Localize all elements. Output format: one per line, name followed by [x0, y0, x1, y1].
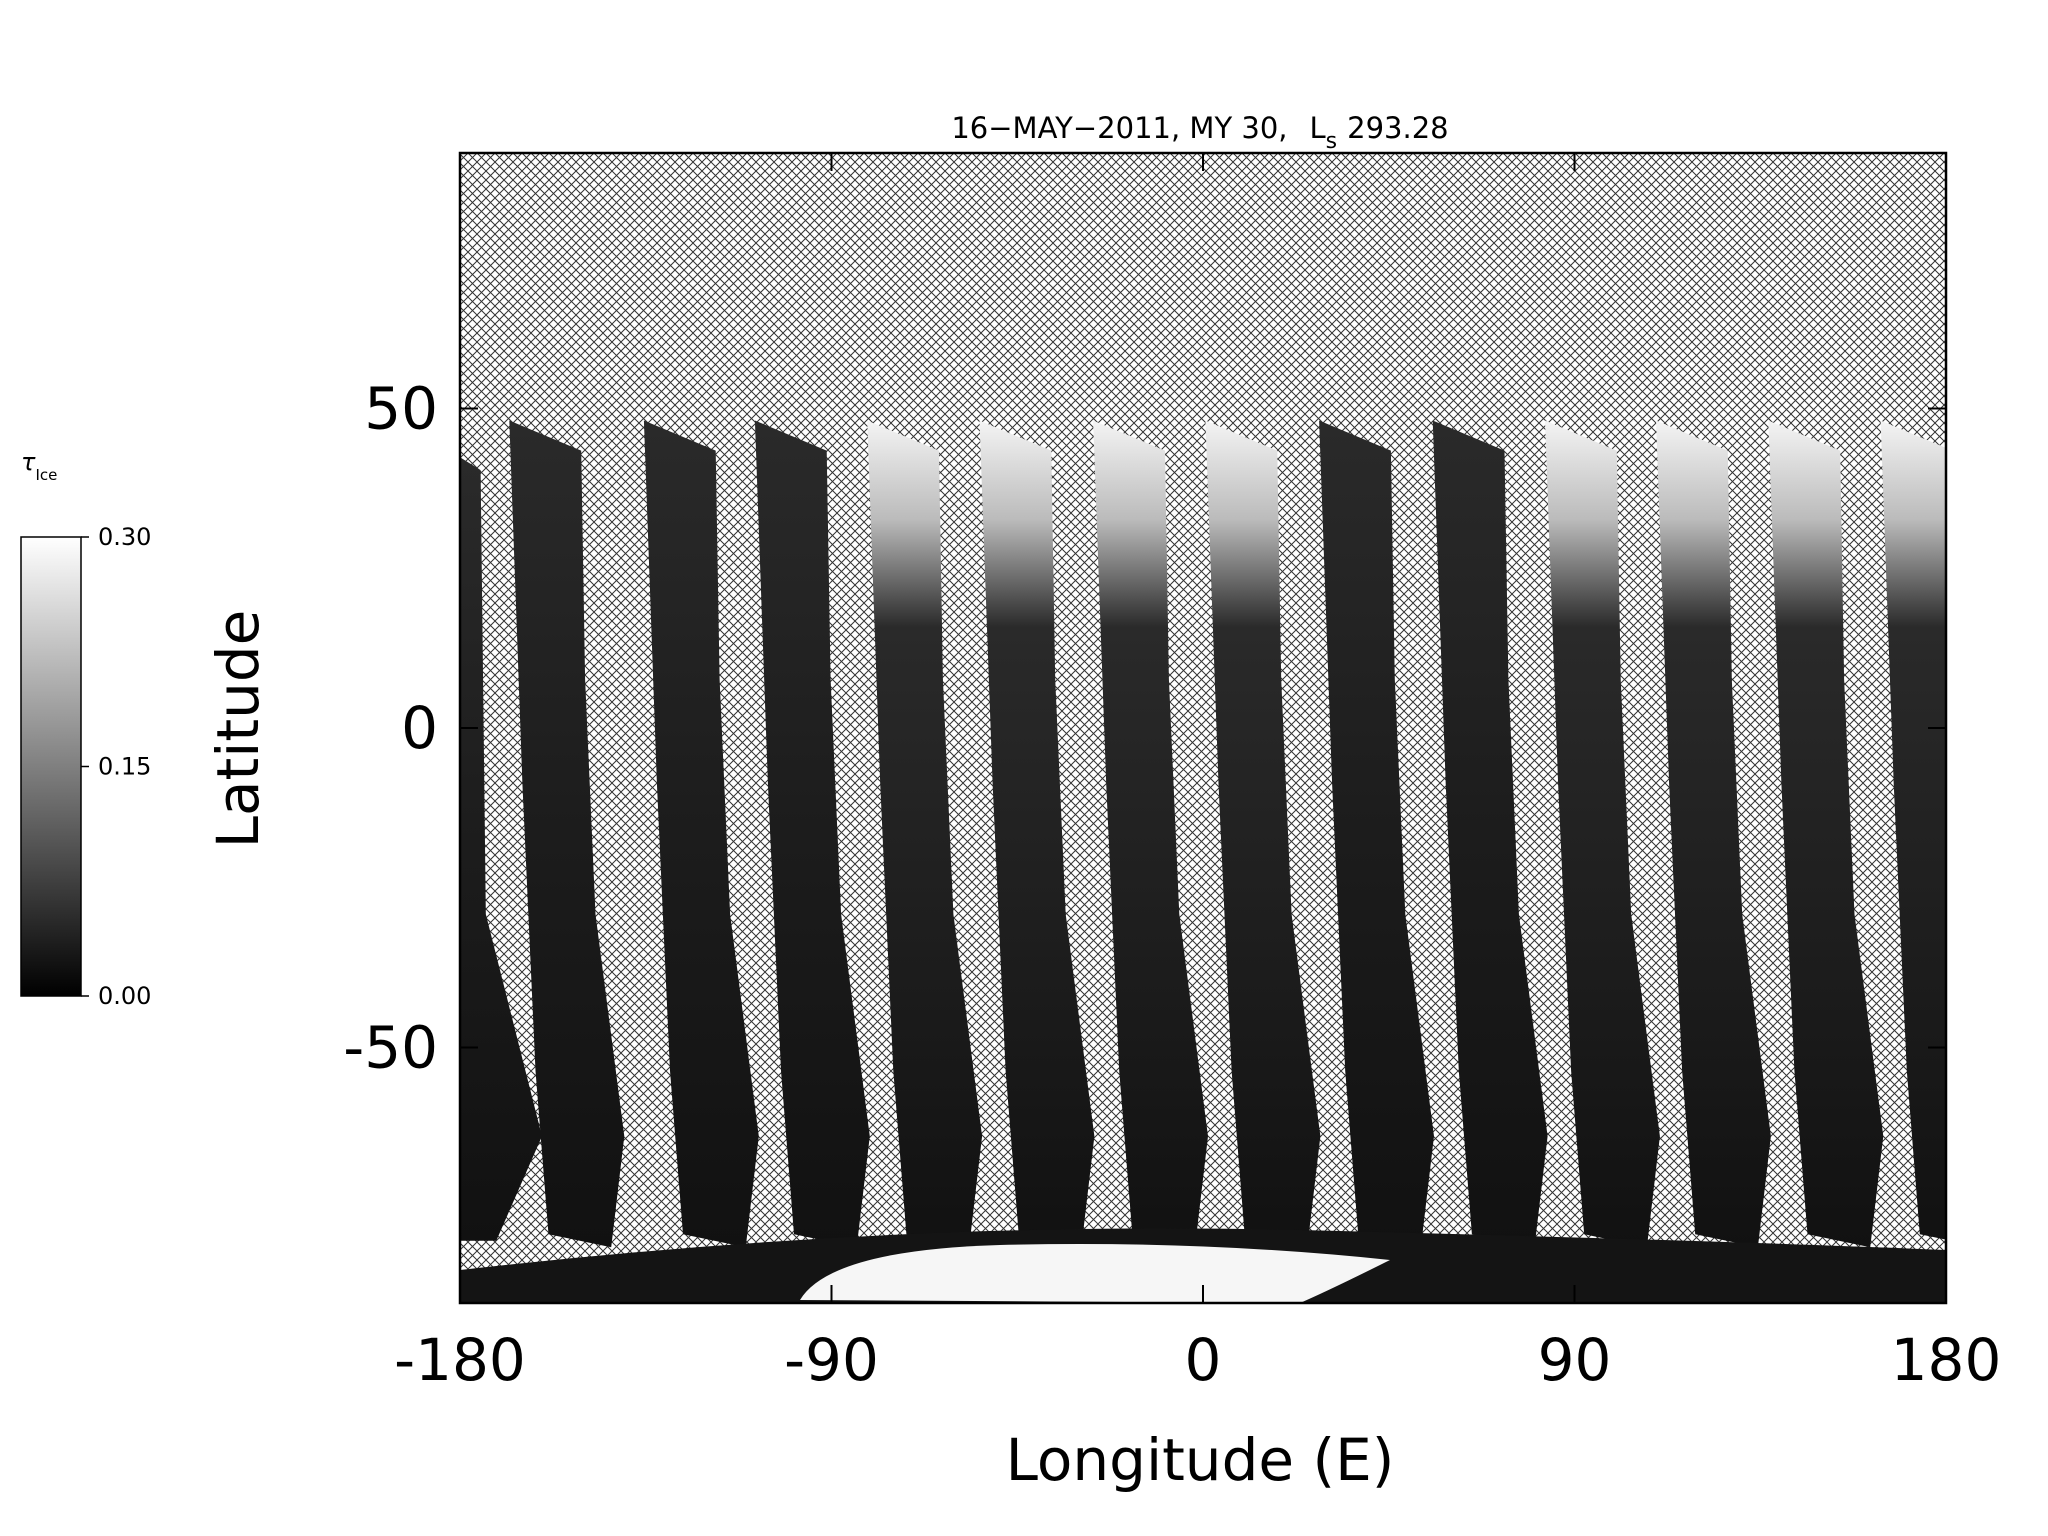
swath — [979, 420, 1095, 1248]
colorbar-tick-label: 0.00 — [98, 982, 151, 1010]
y-tick-label: -50 — [343, 1013, 438, 1081]
swath — [1768, 420, 1884, 1248]
colorbar — [20, 536, 82, 997]
map-image — [460, 153, 1946, 1303]
swath — [643, 420, 759, 1248]
swath — [1545, 420, 1660, 1248]
x-tick-label: 0 — [1185, 1326, 1222, 1394]
swath — [1432, 420, 1548, 1248]
colorbar-label: τIce — [21, 448, 57, 484]
title-ls-sub: s — [1326, 129, 1337, 154]
swath — [1880, 420, 1946, 1240]
colorbar-tick-label: 0.15 — [98, 753, 151, 781]
x-axis-label: Longitude (E) — [1006, 1426, 1395, 1494]
swath — [509, 420, 625, 1248]
x-tick-label: 90 — [1538, 1326, 1612, 1394]
title-date: 16−MAY−2011, MY 30, — [951, 111, 1287, 145]
swath — [1656, 420, 1771, 1248]
swath — [460, 457, 542, 1241]
x-tick-label: 180 — [1891, 1326, 2002, 1394]
colorbar-symbol: τ — [21, 448, 36, 476]
colorbar-sub: Ice — [35, 466, 57, 484]
y-axis-label: Latitude — [204, 610, 272, 849]
swath — [1319, 420, 1434, 1248]
colorbar-tick-label: 0.30 — [98, 523, 151, 551]
title-ls-value: 293.28 — [1347, 111, 1448, 145]
chart-title: 16−MAY−2011, MY 30, Ls 293.28 — [951, 111, 1448, 154]
title-ls: L — [1310, 111, 1326, 145]
swath — [1205, 420, 1321, 1248]
x-tick-label: -90 — [784, 1326, 879, 1394]
swath — [1093, 420, 1208, 1248]
x-tick-label: -180 — [394, 1326, 526, 1394]
y-tick-label: 50 — [364, 375, 438, 443]
y-tick-label: 0 — [401, 694, 438, 762]
swath — [867, 420, 983, 1248]
swath — [754, 420, 870, 1248]
